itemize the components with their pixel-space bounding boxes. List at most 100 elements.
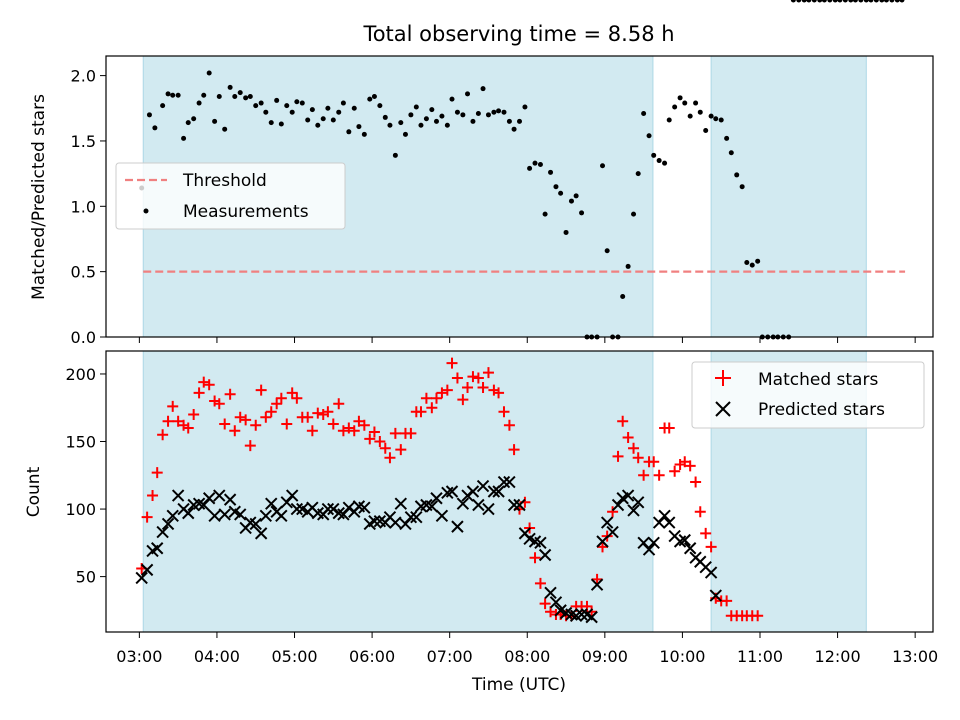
measurement-point — [728, 150, 734, 156]
counts-y-ticks: 50 100 150 200 — [65, 365, 106, 587]
x-tick-label: 05:00 — [271, 647, 317, 666]
measurement-point — [517, 118, 522, 124]
matched-star-marker — [250, 419, 262, 431]
x-tick-label: 10:00 — [659, 647, 705, 666]
matched-star-marker — [638, 469, 650, 481]
matched-star-marker — [265, 406, 277, 418]
legend-measurements-swatch — [143, 208, 149, 214]
measurement-point — [170, 92, 176, 98]
matched-star-marker — [302, 411, 314, 423]
measurement-point — [496, 108, 502, 114]
predicted-star-marker — [534, 536, 547, 550]
measurement-point — [377, 103, 383, 109]
matched-star-marker — [281, 418, 293, 430]
measurement-point — [806, 0, 812, 3]
measurement-point — [402, 131, 408, 137]
observing-window — [142, 350, 654, 633]
measurement-point — [320, 116, 326, 122]
measurement-point — [289, 109, 295, 115]
predicted-star-marker — [513, 498, 526, 512]
measurement-point — [480, 86, 486, 92]
predicted-star-marker — [368, 515, 381, 528]
matched-star-marker — [333, 398, 345, 410]
predicted-star-marker — [627, 504, 640, 517]
measurement-point — [356, 124, 362, 130]
matched-star-marker — [663, 422, 675, 434]
predicted-star-marker — [234, 508, 247, 521]
measurement-point — [449, 96, 455, 102]
measurement-point — [506, 118, 512, 124]
matched-star-marker — [477, 381, 489, 393]
measurement-point — [832, 0, 838, 3]
measurement-point — [216, 94, 222, 100]
predicted-star-marker — [575, 608, 588, 621]
predicted-star-marker — [590, 578, 604, 591]
predicted-star-marker — [156, 525, 169, 539]
matched-star-marker — [700, 527, 712, 539]
measurement-point — [413, 104, 419, 110]
ratio-panel: 0.0 0.5 1.0 1.5 2.0 Total observing time = 8… — [29, 0, 934, 347]
measurement-point — [817, 0, 823, 3]
matched-star-marker — [203, 379, 215, 391]
predicted-star-marker — [223, 493, 237, 506]
matched-star-marker — [451, 372, 463, 384]
y-tick-label: 50 — [76, 568, 96, 587]
measurement-point — [367, 96, 373, 102]
counts-x-ticks: 03:00 04:00 05:00 06:00 07:00 08:00 09:00 10:00… — [116, 632, 938, 666]
measurement-point — [423, 116, 429, 122]
matched-star-marker — [213, 398, 225, 410]
predicted-star-marker — [445, 485, 459, 498]
measurement-point — [848, 0, 854, 3]
measurement-point — [294, 99, 300, 105]
measurement-point — [641, 111, 647, 117]
predicted-star-marker — [647, 536, 660, 550]
matched-star-marker — [322, 406, 334, 418]
measurement-points — [139, 0, 905, 340]
measurement-point — [227, 84, 233, 90]
measurement-point — [548, 169, 554, 175]
matched-star-marker — [182, 422, 194, 434]
predicted-star-marker — [606, 525, 619, 539]
matched-star-marker — [306, 425, 318, 437]
matched-star-marker — [358, 419, 370, 431]
measurement-point — [175, 92, 181, 98]
x-tick-label: 03:00 — [116, 647, 162, 666]
measurement-point — [268, 120, 274, 126]
predicted-star-marker — [507, 498, 521, 512]
measurement-point — [392, 152, 398, 158]
measurement-point — [755, 258, 761, 264]
measurement-point — [537, 161, 543, 167]
matched-star-marker — [348, 425, 360, 437]
predicted-star-marker — [600, 516, 614, 529]
measurement-point — [152, 125, 158, 131]
x-tick-label: 13:00 — [892, 647, 938, 666]
predicted-star-marker — [410, 510, 423, 524]
matched-star-marker — [632, 452, 644, 464]
predicted-star-marker — [430, 492, 443, 505]
predicted-star-marker — [321, 502, 335, 516]
measurement-point — [868, 0, 874, 3]
legend-threshold-label: Threshold — [182, 171, 267, 191]
predicted-star-marker — [389, 516, 402, 529]
measurement-point — [330, 117, 336, 123]
measurement-point — [553, 184, 559, 190]
measurement-point — [568, 198, 574, 204]
predicted-star-marker — [663, 516, 676, 529]
predicted-star-marker — [394, 497, 408, 510]
matched-star-marker — [157, 429, 169, 441]
predicted-star-marker — [358, 501, 371, 514]
predicted-star-marker — [585, 610, 598, 624]
matched-star-marker — [420, 392, 432, 404]
matched-star-marker — [147, 490, 159, 502]
predicted-star-marker — [476, 479, 490, 493]
measurement-point — [620, 293, 626, 299]
x-tick-label: 11:00 — [737, 647, 783, 666]
measurement-point — [305, 117, 311, 123]
measurement-point — [201, 92, 207, 98]
measurement-point — [315, 122, 321, 128]
measurement-point — [522, 104, 528, 110]
measurement-point — [573, 193, 579, 199]
matched-star-marker — [244, 440, 256, 452]
predicted-star-marker — [596, 535, 609, 548]
